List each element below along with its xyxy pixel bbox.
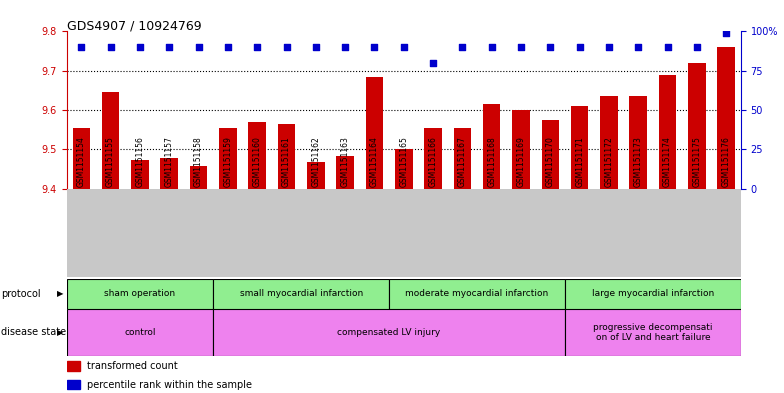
Bar [213,279,389,309]
Bar [67,380,80,389]
Point [368,44,381,50]
Point [485,44,498,50]
Bar [659,75,677,189]
Bar [213,309,565,356]
Bar [365,77,383,189]
Point [720,30,732,36]
Bar [565,279,741,309]
Bar [219,128,237,189]
Bar [278,124,296,189]
Text: protocol: protocol [1,289,41,299]
Text: ▶: ▶ [57,328,64,337]
Point [310,44,322,50]
Bar [454,128,471,189]
Bar [389,279,565,309]
Bar [717,47,735,189]
Text: transformed count: transformed count [87,361,178,371]
Text: control: control [124,328,156,337]
Text: small myocardial infarction: small myocardial infarction [240,289,363,298]
Point [603,44,615,50]
Point [75,44,88,50]
Bar [249,122,266,189]
Bar [395,149,412,189]
Point [573,44,586,50]
Bar [336,156,354,189]
Point [632,44,644,50]
Point [515,44,528,50]
Text: ▶: ▶ [57,289,64,298]
Text: progressive decompensati
on of LV and heart failure: progressive decompensati on of LV and he… [593,323,713,342]
Bar [67,309,213,356]
Bar [67,279,213,309]
Bar [307,162,325,189]
Bar [565,309,741,356]
Point [104,44,117,50]
Point [280,44,292,50]
Bar [67,361,80,371]
Bar [72,128,90,189]
Bar [483,104,500,189]
Bar [630,96,647,189]
Point [397,44,410,50]
Point [163,44,176,50]
Point [222,44,234,50]
Bar [424,128,442,189]
Bar [131,160,149,189]
Point [691,44,703,50]
Text: compensated LV injury: compensated LV injury [337,328,441,337]
Point [662,44,674,50]
Point [544,44,557,50]
Bar [190,166,207,189]
Point [456,44,469,50]
Text: large myocardial infarction: large myocardial infarction [592,289,714,298]
Bar [571,106,589,189]
Text: moderate myocardial infarction: moderate myocardial infarction [405,289,549,298]
Bar [688,63,706,189]
Text: sham operation: sham operation [104,289,176,298]
Point [426,60,439,66]
Bar [542,120,559,189]
Point [133,44,146,50]
Bar [601,96,618,189]
Bar [102,92,119,189]
Bar [161,158,178,189]
Bar [512,110,530,189]
Text: percentile rank within the sample: percentile rank within the sample [87,380,252,389]
Point [192,44,205,50]
Text: disease state: disease state [1,327,66,338]
Point [339,44,351,50]
Text: GDS4907 / 10924769: GDS4907 / 10924769 [67,20,201,33]
Point [251,44,263,50]
